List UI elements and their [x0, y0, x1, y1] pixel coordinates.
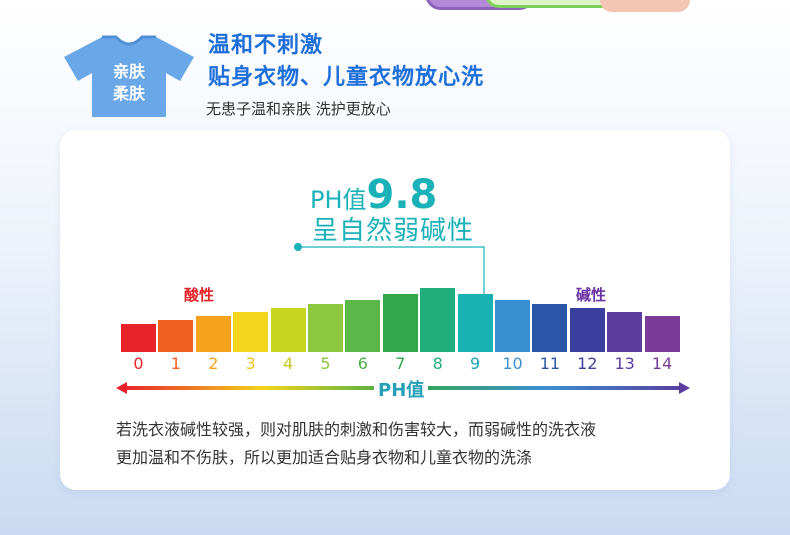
- ph-tick-3: 3: [245, 354, 256, 373]
- product-decoration: [425, 0, 625, 12]
- alkali-label: 碱性: [576, 286, 607, 304]
- ph-bar-7: [382, 294, 418, 352]
- ph-bar-8: [420, 288, 456, 352]
- badge-line1: 亲肤: [112, 62, 145, 81]
- ph-tick-14: 14: [651, 354, 673, 373]
- ph-tick-2: 2: [208, 354, 219, 373]
- badge-line2: 柔肤: [112, 84, 145, 103]
- ph-bar-2: [195, 316, 231, 352]
- ph-tick-7: 7: [395, 354, 406, 373]
- ph-tick-1: 1: [170, 354, 181, 373]
- ph-tick-9: 9: [470, 354, 481, 373]
- ph-number: 9.8: [366, 172, 438, 218]
- ph-tick-5: 5: [320, 354, 331, 373]
- ph-prefix: PH值: [310, 186, 367, 214]
- ph-bar-1: [158, 320, 194, 352]
- ph-bar-11: [532, 304, 568, 352]
- ph-bar-14: [644, 316, 680, 352]
- ph-bar-4: [270, 308, 306, 352]
- axis-label: PH值: [374, 376, 429, 402]
- ph-tick-6: 6: [357, 354, 368, 373]
- subline: 无患子温和亲肤 洗护更放心: [206, 100, 391, 118]
- ph-bar-0: [121, 324, 156, 352]
- ph-value: PH值9.8: [310, 172, 437, 218]
- headline-line2: 贴身衣物、儿童衣物放心洗: [208, 65, 485, 90]
- tshirt-badge: 亲肤 柔肤: [62, 33, 196, 119]
- ph-bar-10: [495, 300, 530, 352]
- explanation-text: 若洗衣液碱性较强，则对肌肤的刺激和伤害较大，而弱碱性的洗衣液 更加温和不伤肤，所…: [116, 416, 696, 472]
- tshirt-icon: [64, 35, 194, 117]
- ph-tick-0: 0: [133, 354, 144, 373]
- ph-tick-4: 4: [283, 354, 294, 373]
- headline-line1: 温和不刺激: [208, 33, 324, 58]
- ph-tick-11: 11: [539, 354, 561, 373]
- ph-bar-5: [308, 304, 343, 352]
- ph-bar-9: [457, 294, 493, 352]
- ph-bar-13: [607, 312, 643, 352]
- hand-decoration: [600, 0, 690, 12]
- note-line1: 若洗衣液碱性较强，则对肌肤的刺激和伤害较大，而弱碱性的洗衣液: [116, 420, 597, 439]
- ph-description: 呈自然弱碱性: [312, 216, 475, 246]
- ph-tick-8: 8: [432, 354, 443, 373]
- ph-tick-12: 12: [577, 354, 598, 373]
- note-line2: 更加温和不伤肤，所以更加适合贴身衣物和儿童衣物的洗涤: [116, 448, 533, 467]
- acid-label: 酸性: [184, 286, 215, 304]
- headline: 温和不刺激 贴身衣物、儿童衣物放心洗: [208, 30, 484, 94]
- ph-bar-6: [345, 300, 381, 352]
- ph-bar-3: [233, 312, 269, 352]
- ph-bar-12: [569, 308, 605, 352]
- ph-tick-10: 10: [502, 354, 523, 373]
- ph-tick-13: 13: [614, 354, 635, 373]
